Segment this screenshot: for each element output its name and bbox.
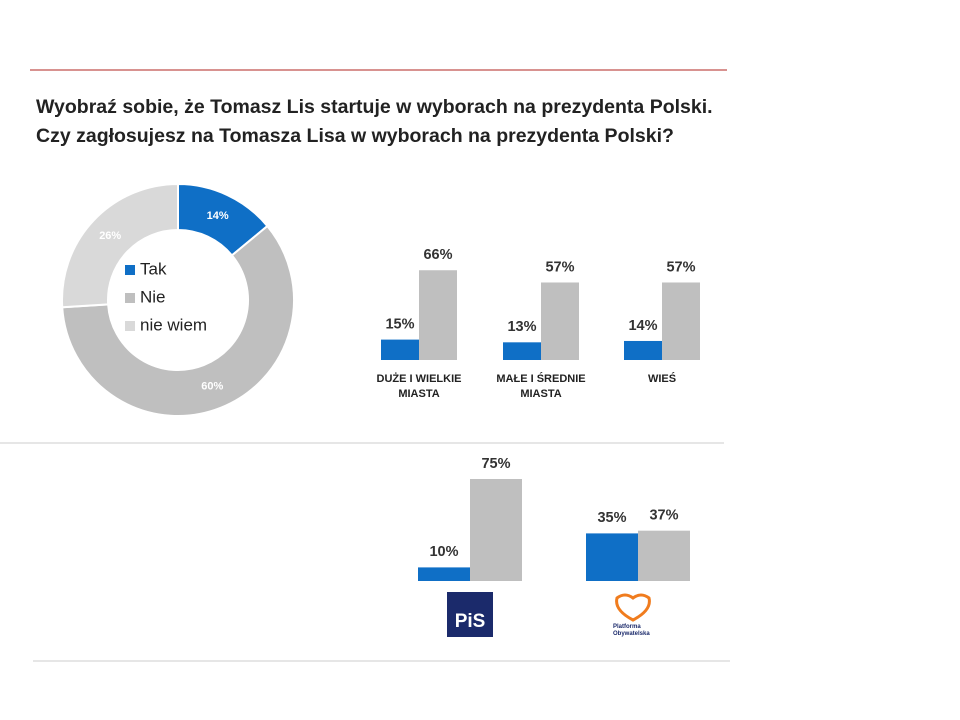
pis-logo <box>447 592 493 637</box>
bar <box>541 282 579 360</box>
bar <box>624 340 662 360</box>
category-label: Platforma Obywatelska <box>613 624 650 637</box>
bar <box>503 342 541 360</box>
data-label: 75% <box>481 456 510 472</box>
legend-swatch <box>125 265 135 275</box>
data-label: 57% <box>545 259 574 275</box>
donut-slice <box>61 182 179 309</box>
data-label: 66% <box>423 247 452 263</box>
data-label: 26% <box>99 230 121 242</box>
bar <box>381 339 419 360</box>
title-line: Czy zagłosujesz na Tomasza Lisa w wybora… <box>36 125 674 147</box>
legend-label: Nie <box>140 287 166 306</box>
bar <box>662 282 700 360</box>
data-label: 60% <box>201 380 223 392</box>
legend-label: Tak <box>140 259 167 278</box>
data-label: 37% <box>649 508 678 524</box>
bar <box>586 533 638 581</box>
category-label: MAŁE I ŚREDNIE MIASTA <box>496 373 586 400</box>
data-label: 14% <box>628 318 657 334</box>
data-label: 10% <box>429 544 458 560</box>
legend-label: nie wiem <box>140 315 207 334</box>
legend-swatch <box>125 293 135 303</box>
data-label: 57% <box>666 259 695 275</box>
category-label: WIEŚ <box>647 373 677 385</box>
bar <box>418 567 470 581</box>
bar <box>419 270 457 360</box>
po-logo <box>615 593 651 622</box>
title: Wyobraź sobie, że Tomasz Lis startuje w … <box>36 93 713 151</box>
bar <box>638 530 690 581</box>
data-label: 13% <box>507 319 536 335</box>
category-label: PiS <box>455 611 486 632</box>
category-label: DUŻE I WIELKIE MIASTA <box>376 373 462 400</box>
data-label: 15% <box>385 316 414 332</box>
bar <box>470 479 522 581</box>
legend-swatch <box>125 321 135 331</box>
data-label: 35% <box>597 510 626 526</box>
data-label: 14% <box>207 210 229 222</box>
donut-slice <box>61 224 295 417</box>
title-line: Wyobraź sobie, że Tomasz Lis startuje w … <box>36 96 713 118</box>
